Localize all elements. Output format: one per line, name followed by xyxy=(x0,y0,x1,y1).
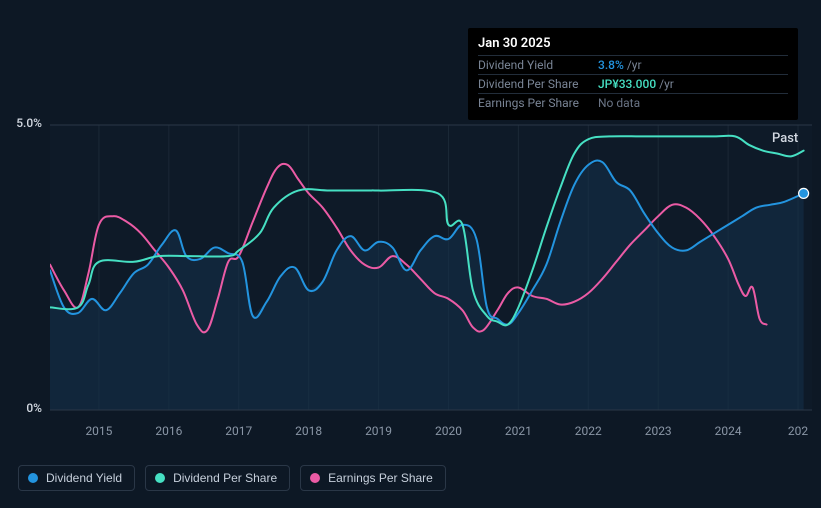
legend-item-earnings-per-share[interactable]: Earnings Per Share xyxy=(300,465,446,491)
past-label: Past xyxy=(772,131,798,146)
tooltip-value: 3.8% xyxy=(598,58,624,73)
svg-text:2017: 2017 xyxy=(225,424,252,438)
legend-label: Dividend Per Share xyxy=(173,471,277,485)
svg-text:2019: 2019 xyxy=(365,424,392,438)
legend-label: Dividend Yield xyxy=(46,471,122,485)
svg-text:2020: 2020 xyxy=(435,424,462,438)
tooltip-no-data: No data xyxy=(598,96,640,111)
svg-text:5.0%: 5.0% xyxy=(16,116,42,130)
legend-item-dividend-yield[interactable]: Dividend Yield xyxy=(18,465,135,491)
legend: Dividend Yield Dividend Per Share Earnings… xyxy=(18,465,446,491)
chart-container: 0% 5.0% 2015 2016 2017 2018 2019 2020 2021 2022 20… xyxy=(0,0,821,508)
svg-text:2021: 2021 xyxy=(505,424,532,438)
svg-text:2016: 2016 xyxy=(155,424,182,438)
legend-dot-icon xyxy=(28,473,38,483)
svg-text:202: 202 xyxy=(788,424,808,438)
svg-text:2018: 2018 xyxy=(295,424,322,438)
tooltip-value: JP¥33.000 xyxy=(598,77,656,92)
tooltip-row: Dividend Per ShareJP¥33.000/yr xyxy=(478,74,788,93)
tooltip-date: Jan 30 2025 xyxy=(478,34,788,55)
svg-text:2024: 2024 xyxy=(715,424,742,438)
svg-text:2022: 2022 xyxy=(575,424,602,438)
tooltip-label: Earnings Per Share xyxy=(478,96,598,111)
tooltip-row: Dividend Yield3.8%/yr xyxy=(478,55,788,74)
tooltip-label: Dividend Yield xyxy=(478,58,598,73)
svg-text:2015: 2015 xyxy=(85,424,112,438)
svg-text:2023: 2023 xyxy=(645,424,672,438)
legend-dot-icon xyxy=(155,473,165,483)
tooltip-label: Dividend Per Share xyxy=(478,77,598,92)
tooltip-row: Earnings Per ShareNo data xyxy=(478,93,788,112)
chart-tooltip: Jan 30 2025 Dividend Yield3.8%/yrDividen… xyxy=(468,28,798,120)
tooltip-unit: /yr xyxy=(627,58,642,73)
tooltip-unit: /yr xyxy=(659,77,674,92)
legend-item-dividend-per-share[interactable]: Dividend Per Share xyxy=(145,465,290,491)
svg-text:0%: 0% xyxy=(26,401,42,415)
legend-dot-icon xyxy=(310,473,320,483)
legend-label: Earnings Per Share xyxy=(328,471,433,485)
